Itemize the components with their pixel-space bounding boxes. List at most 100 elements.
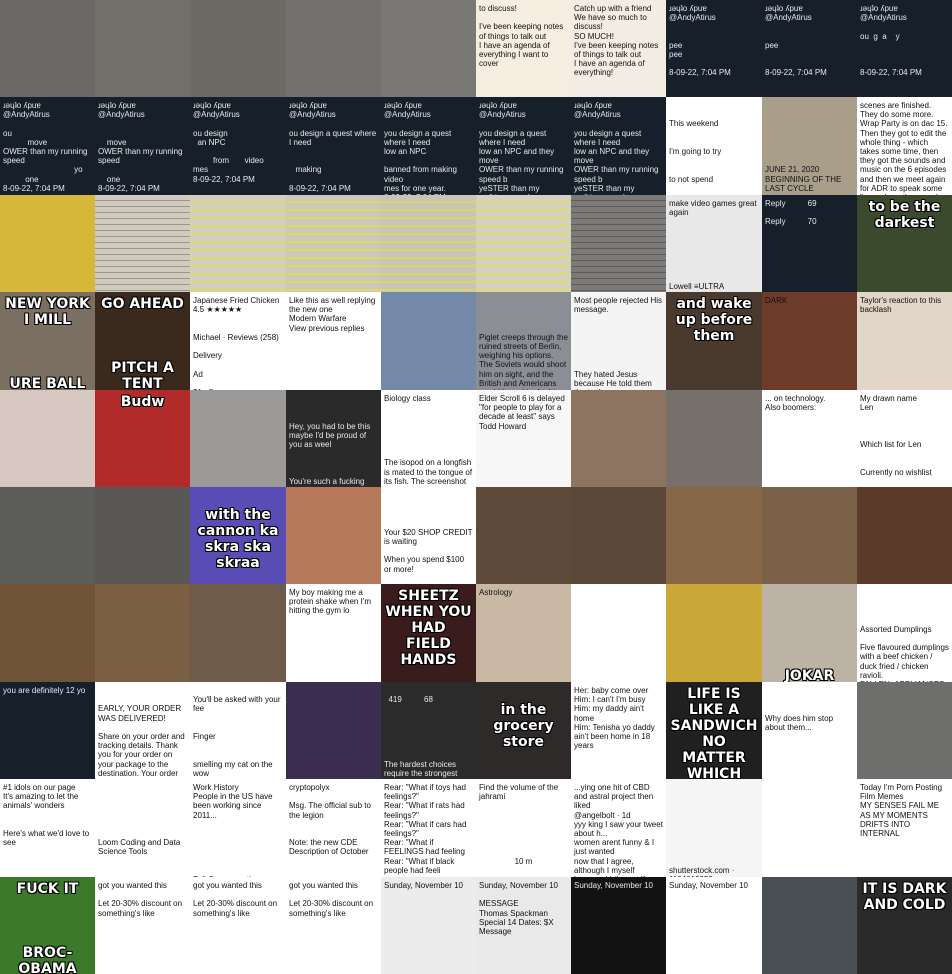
- collage-tile: [190, 390, 286, 487]
- collage-tile: Taylor's reaction to this backlash: [857, 292, 952, 390]
- tile-caption: Sunday, November 10: [669, 881, 749, 890]
- collage-tile: [190, 0, 286, 97]
- collage-tile: [762, 487, 857, 584]
- collage-tile: Astrology: [476, 584, 571, 682]
- collage-tile: Most people rejected His message. They h…: [571, 292, 666, 390]
- collage-tile: ...ying one hit of CBD and astral projec…: [571, 779, 666, 877]
- collage-tile: Catch up with a friend We have so much t…: [571, 0, 666, 97]
- tile-caption: ɹǝɥʇo ʎpuɐ @AndyAtirus you design a ques…: [479, 101, 564, 195]
- tile-caption: EARLY, YOUR ORDER WAS DELIVERED! Share o…: [98, 704, 185, 779]
- tile-caption: ɹǝɥʇo ʎpuɐ @AndyAtirus pee 8-09-22, 7:04…: [765, 4, 827, 78]
- collage-tile: [857, 682, 952, 779]
- collage-tile: [666, 584, 762, 682]
- tile-caption: Elder Scroll 6 is delayed "for people to…: [479, 394, 565, 431]
- tile-caption: Piglet creeps through the ruined streets…: [479, 332, 568, 390]
- collage-tile: [476, 487, 571, 584]
- collage-tile: to discuss! I've been keeping notes of t…: [476, 0, 571, 97]
- collage-tile: EARLY, YOUR ORDER WAS DELIVERED! Share o…: [95, 682, 190, 779]
- tile-caption: got you wanted this Let 20-30% discount …: [289, 881, 374, 918]
- collage-tile: scenes are finished. They do some more. …: [857, 97, 952, 195]
- tile-caption: NEW YORK I MILL URE BALL AND: [5, 296, 90, 390]
- collage-tile: Your $20 SHOP CREDIT is waiting When you…: [381, 487, 476, 584]
- collage-tile: Sunday, November 10 MESSAGE Thomas Spack…: [476, 877, 571, 974]
- collage-tile: LIFE IS LIKE A SANDWICH NO MATTER WHICH …: [666, 682, 762, 779]
- collage-tile: [571, 390, 666, 487]
- collage-tile: [190, 584, 286, 682]
- collage-tile: Find the volume of the jahrami 10 m 6 m: [476, 779, 571, 877]
- tile-caption: you are definitely 12 yo: [3, 686, 86, 695]
- collage-tile: in the grocery store ALWAYS LOOKING: [476, 682, 571, 779]
- collage-tile: Sunday, November 10: [381, 877, 476, 974]
- collage-tile: Her: baby come over Him: I can't I'm bus…: [571, 682, 666, 779]
- tile-caption: Sunday, November 10: [384, 881, 464, 890]
- tile-caption: Biology class The isopod on a longfish i…: [384, 394, 473, 487]
- tile-caption: and wake up before them: [675, 296, 758, 345]
- tile-caption: My drawn name Len Which list for Len Cur…: [860, 394, 932, 477]
- collage-tile: ɹǝɥʇo ʎpuɐ @AndyAtirus pee pee 8-09-22, …: [666, 0, 762, 97]
- tile-caption: My boy making me a protein shake when I'…: [289, 588, 374, 616]
- collage-tile: Sunday, November 10: [571, 877, 666, 974]
- collage-tile: Sunday, November 10: [666, 877, 762, 974]
- collage-tile: Japanese Fried Chicken 4.5 ★★★★★ Michael…: [190, 292, 286, 390]
- collage-tile: DARK: [762, 292, 857, 390]
- collage-tile: [857, 487, 952, 584]
- collage-tile: ɹǝɥʇo ʎpuɐ @AndyAtirus ou g a y 8-09-22,…: [857, 0, 952, 97]
- tile-caption: Sunday, November 10: [574, 881, 654, 890]
- collage-tile: [0, 195, 95, 292]
- collage-tile: Work History People in the US have been …: [190, 779, 286, 877]
- collage-tile: ɹǝɥʇo ʎpuɐ @AndyAtirus pee 8-09-22, 7:04…: [762, 0, 857, 97]
- collage-tile: #1 idols on our page It's amazing to let…: [0, 779, 95, 877]
- tile-caption: Loom Coding and Data Science Tools: [98, 838, 181, 857]
- collage-tile: [0, 584, 95, 682]
- collage-tile: Hey, you had to be this maybe I'd be pro…: [286, 390, 381, 487]
- collage-tile: [190, 195, 286, 292]
- collage-tile: [381, 0, 476, 97]
- tile-caption: Assorted Dumplings Five flavoured dumpli…: [860, 624, 949, 682]
- collage-tile: and wake up before them: [666, 292, 762, 390]
- collage-tile: ɹǝɥʇo ʎpuɐ @AndyAtirus you design a ques…: [381, 97, 476, 195]
- collage-tile: Budw: [95, 390, 190, 487]
- collage-tile: you are definitely 12 yo: [0, 682, 95, 779]
- tile-caption: Her: baby come over Him: I can't I'm bus…: [574, 686, 655, 751]
- tile-caption: JOKAR: [784, 668, 835, 682]
- tile-caption: ɹǝɥʇo ʎpuɐ @AndyAtirus ou move OWER than…: [3, 101, 88, 193]
- tile-caption: LIFE IS LIKE A SANDWICH NO MATTER WHICH …: [670, 686, 758, 779]
- collage-tile: [762, 779, 857, 877]
- collage-tile: You'll be asked with your fee Finger sme…: [190, 682, 286, 779]
- tile-caption: scenes are finished. They do some more. …: [860, 101, 948, 195]
- collage-tile: JOKAR: [762, 584, 857, 682]
- tile-caption: Taylor's reaction to this backlash: [860, 296, 944, 315]
- tile-caption: ...ying one hit of CBD and astral projec…: [574, 783, 663, 877]
- collage-tile: GO AHEAD PITCH A TENT: [95, 292, 190, 390]
- tile-caption: Catch up with a friend We have so much t…: [574, 4, 659, 78]
- tile-caption: with the cannon ka skra ska skraa Stick …: [197, 507, 279, 572]
- collage-tile: [0, 0, 95, 97]
- tile-caption: Why does him stop about them...: [765, 713, 834, 732]
- collage-tile: Piglet creeps through the ruined streets…: [476, 292, 571, 390]
- tile-caption: FUCK IT BROC-OBAMA: [16, 881, 79, 974]
- tile-caption: ɹǝɥʇo ʎpuɐ @AndyAtirus ou g a y 8-09-22,…: [860, 4, 922, 78]
- collage-tile: FUCK IT BROC-OBAMA: [0, 877, 95, 974]
- collage-tile: [95, 195, 190, 292]
- tile-caption: Work History People in the US have been …: [193, 783, 273, 877]
- collage-tile: [95, 487, 190, 584]
- tile-caption: This weekend I'm going to try to not spe…: [669, 119, 722, 184]
- collage-tile: [571, 584, 666, 682]
- collage-tile: Elder Scroll 6 is delayed "for people to…: [476, 390, 571, 487]
- collage-tile: got you wanted this Let 20-30% discount …: [95, 877, 190, 974]
- collage-tile: Biology class The isopod on a longfish i…: [381, 390, 476, 487]
- collage-tile: shutterstock.com · 1184019853: [666, 779, 762, 877]
- collage-tile: [762, 877, 857, 974]
- tile-caption: got you wanted this Let 20-30% discount …: [98, 881, 183, 918]
- tile-caption: in the grocery store ALWAYS LOOKING: [493, 702, 554, 751]
- tile-caption: IT IS DARK AND COLD MY SENSES FAIL ME AS…: [862, 881, 947, 914]
- tile-caption: got you wanted this Let 20-30% discount …: [193, 881, 278, 918]
- collage-tile: [381, 292, 476, 390]
- tile-caption: Reply 69 Reply 70: [765, 199, 817, 227]
- collage-tile: [95, 584, 190, 682]
- collage-tile: Today I'm Porn Posting Film Memes MY SEN…: [857, 779, 952, 877]
- tile-caption: #1 idols on our page It's amazing to let…: [3, 783, 90, 848]
- tile-caption: Hey, you had to be this maybe I'd be pro…: [289, 421, 371, 487]
- collage-tile: My boy making me a protein shake when I'…: [286, 584, 381, 682]
- tile-caption: ɹǝɥʇo ʎpuɐ @AndyAtirus pee pee 8-09-22, …: [669, 4, 731, 78]
